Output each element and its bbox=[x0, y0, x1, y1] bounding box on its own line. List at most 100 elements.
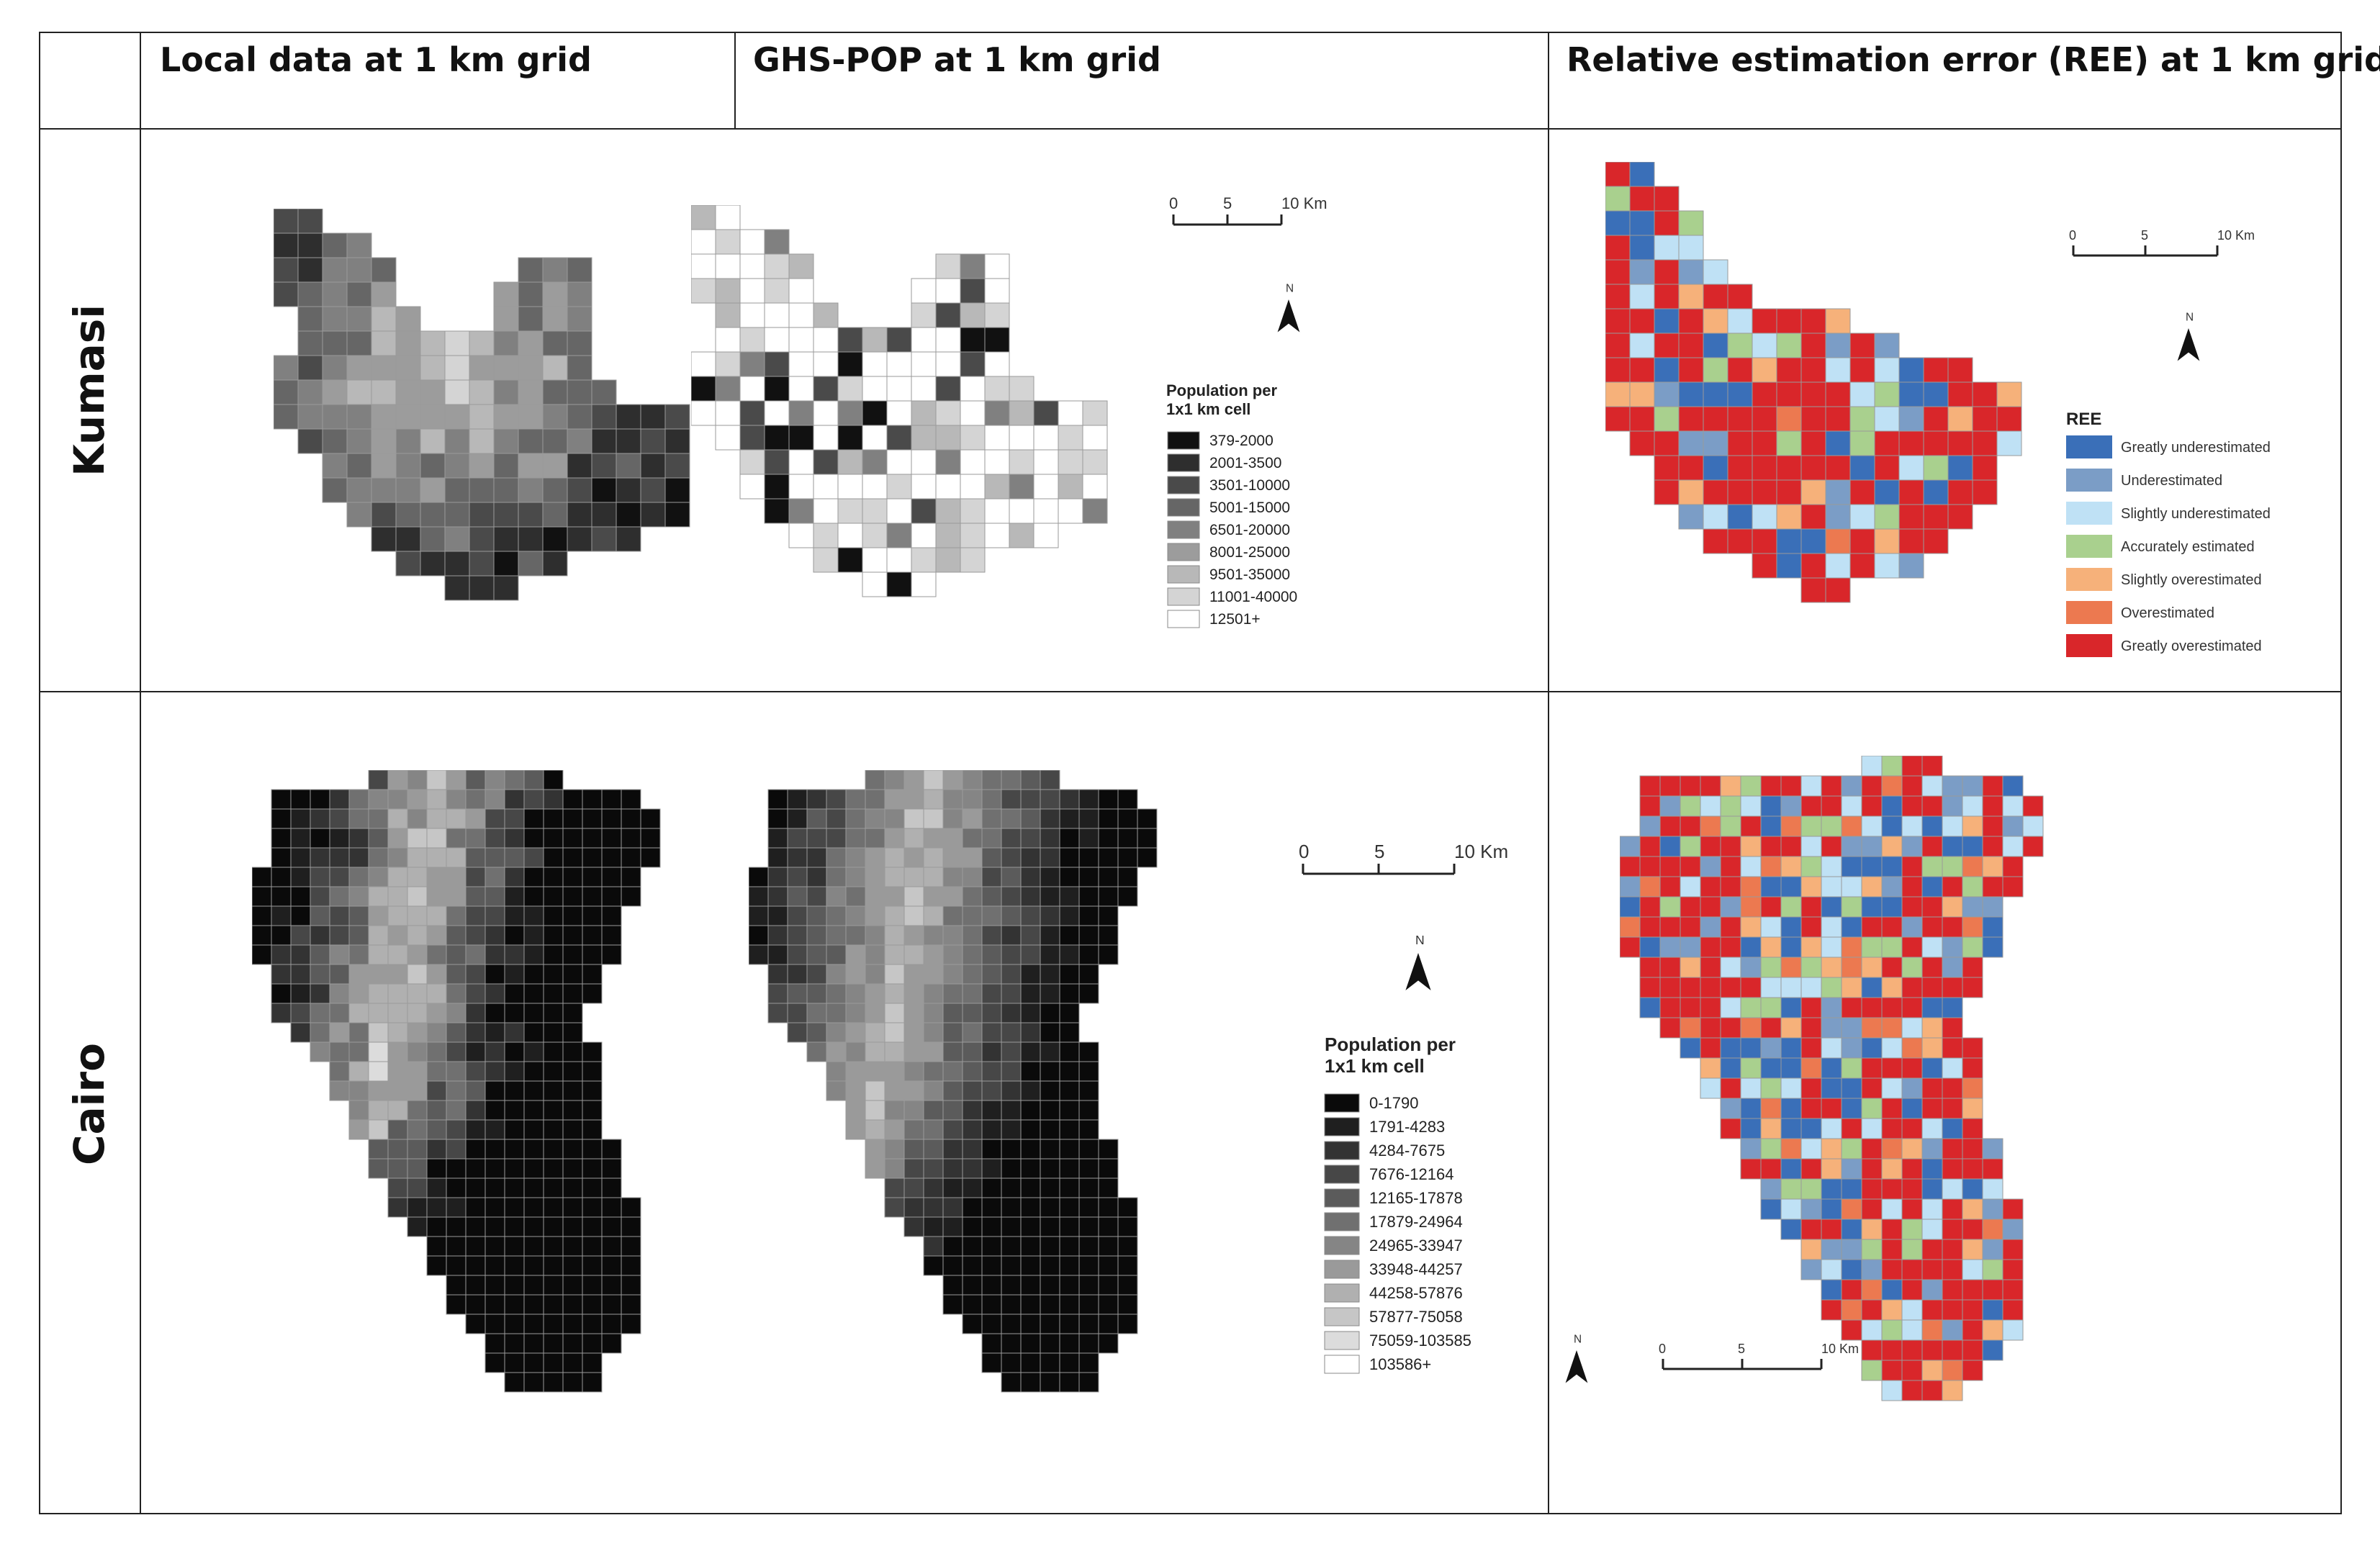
kumasi-ghs-cell bbox=[813, 523, 839, 548]
cairo-local-cell bbox=[601, 1255, 622, 1276]
cairo-ghs-cell bbox=[1040, 925, 1060, 946]
cairo-local-cell bbox=[387, 1139, 408, 1160]
cairo-ghs-cell bbox=[1059, 1177, 1080, 1198]
cairo-local-cell bbox=[562, 1255, 583, 1276]
ree-cairo-cell bbox=[1821, 977, 1842, 998]
cairo-local-cell bbox=[329, 1022, 350, 1043]
kumasi-scale-label: 5 bbox=[1223, 194, 1232, 212]
ree-cairo-cell bbox=[2002, 1279, 2024, 1301]
kumasi-local-cell bbox=[542, 281, 568, 307]
kumasi-local-cell bbox=[371, 379, 397, 405]
cairo-ghs-cell bbox=[962, 847, 983, 868]
cairo-ghs-cell bbox=[1117, 808, 1138, 829]
ree-kumasi-cell bbox=[1752, 504, 1777, 530]
ree-cairo-cell bbox=[1881, 1077, 1903, 1099]
cairo-legend-swatch bbox=[1324, 1260, 1360, 1279]
ree-kumasi-cell bbox=[1898, 406, 1924, 432]
ree-cairo-cell bbox=[1760, 1077, 1782, 1099]
kumasi-ghs-cell bbox=[837, 523, 863, 548]
kumasi-local-cell bbox=[371, 428, 397, 454]
cairo-legend-label: 75059-103585 bbox=[1369, 1332, 1471, 1350]
kumasi-local-cell bbox=[297, 232, 323, 258]
cairo-local-cell bbox=[329, 1041, 350, 1062]
kumasi-ghs-cell bbox=[691, 229, 716, 255]
cairo-ghs-cell bbox=[1040, 905, 1060, 926]
ree-cairo-cell bbox=[1680, 957, 1701, 978]
kumasi-local-cell bbox=[567, 281, 592, 307]
ree-kumasi-cell bbox=[1849, 528, 1875, 554]
ree-cairo-cell bbox=[1921, 1360, 1943, 1381]
cairo-local-cell bbox=[601, 1236, 622, 1257]
ree-cairo-cell bbox=[1881, 815, 1903, 837]
cairo-ghs-cell bbox=[826, 1061, 847, 1082]
cairo-local-cell bbox=[407, 925, 428, 946]
cairo-local-cell bbox=[407, 1100, 428, 1121]
ree-kumasi-cell bbox=[1678, 504, 1704, 530]
ree-kumasi-cell bbox=[1996, 381, 2022, 407]
kumasi-local-cell bbox=[395, 477, 421, 503]
cairo-local-cell bbox=[504, 905, 525, 926]
ree-cairo-cell bbox=[1921, 1198, 1943, 1220]
kumasi-ghs-cell bbox=[691, 278, 716, 304]
cairo-local-cell bbox=[446, 1294, 466, 1315]
cairo-local-cell bbox=[465, 1061, 486, 1082]
kumasi-local-cell bbox=[444, 330, 470, 356]
kumasi-ghs-cell bbox=[788, 474, 814, 499]
cairo-ghs-cell bbox=[903, 1041, 924, 1062]
ree-cairo-cell bbox=[1861, 1057, 1883, 1079]
ree-cairo-cell bbox=[1901, 815, 1923, 837]
ree-cairo-cell bbox=[1881, 936, 1903, 958]
row-label-cairo: Cairo bbox=[65, 1042, 114, 1166]
ree-cairo-cell bbox=[1861, 856, 1883, 877]
cairo-ghs-cell bbox=[1020, 1314, 1041, 1334]
ree-cairo-cell bbox=[1962, 775, 1983, 797]
kumasi-local-cell bbox=[322, 379, 348, 405]
cairo-ghs-cell bbox=[942, 828, 963, 849]
ree-cairo-cell bbox=[1821, 876, 1842, 898]
ree-cairo-cell bbox=[1901, 896, 1923, 918]
ree-kumasi-cell bbox=[1825, 381, 1851, 407]
cairo-ghs-cell bbox=[1040, 1216, 1060, 1237]
kumasi-ghs-cell bbox=[739, 425, 765, 451]
cairo-ghs-cell bbox=[1020, 1139, 1041, 1160]
ree-cairo-cell bbox=[1639, 936, 1661, 958]
cairo-ghs-cell bbox=[1078, 1061, 1099, 1082]
kumasi-local-cell bbox=[640, 477, 666, 503]
cairo-local-cell bbox=[465, 1022, 486, 1043]
cairo-local-cell bbox=[465, 789, 486, 810]
cairo-ghs-cell bbox=[1001, 1255, 1022, 1276]
kumasi-ghs-cell bbox=[837, 376, 863, 402]
ree-kumasi-cell bbox=[1678, 259, 1704, 285]
kumasi-local-cell bbox=[469, 428, 495, 454]
ree-kumasi-cell bbox=[1605, 284, 1631, 309]
ree-cairo-cell bbox=[1861, 1077, 1883, 1099]
kumasi-legend-swatch bbox=[1167, 610, 1200, 628]
ree-cairo-cell bbox=[1921, 997, 1943, 1018]
ree-cairo-cell bbox=[2002, 815, 2024, 837]
ree-cairo-scale-label: 10 Km bbox=[1821, 1342, 1859, 1356]
cairo-ghs-cell bbox=[981, 983, 1002, 1004]
cairo-ghs-cell bbox=[962, 1080, 983, 1101]
kumasi-local-cell bbox=[371, 330, 397, 356]
cairo-local-cell bbox=[446, 1080, 466, 1101]
ree-cairo-cell bbox=[1861, 957, 1883, 978]
cairo-ghs-cell bbox=[787, 905, 808, 926]
ree-cairo-cell bbox=[1780, 1118, 1802, 1139]
kumasi-local-cell bbox=[664, 404, 690, 430]
ree-cairo-cell bbox=[1942, 1077, 1963, 1099]
ree-kumasi-cell bbox=[1654, 333, 1680, 358]
cairo-ghs-cell bbox=[923, 1041, 944, 1062]
cairo-ghs-cell bbox=[1098, 905, 1119, 926]
cairo-local-cell bbox=[348, 983, 369, 1004]
ree-cairo-cell bbox=[2002, 775, 2024, 797]
kumasi-ghs-cell bbox=[984, 376, 1010, 402]
kumasi-ghs-cell bbox=[739, 229, 765, 255]
cairo-local-cell bbox=[562, 808, 583, 829]
ree-cairo-cell bbox=[1942, 977, 1963, 998]
cairo-ghs-cell bbox=[1078, 1177, 1099, 1198]
cairo-ghs-cell bbox=[903, 944, 924, 965]
ree-kumasi-cell bbox=[1678, 430, 1704, 456]
cairo-local-cell bbox=[640, 847, 661, 868]
ree-cairo-cell bbox=[1861, 1138, 1883, 1160]
cairo-ghs-cell bbox=[1098, 1236, 1119, 1257]
